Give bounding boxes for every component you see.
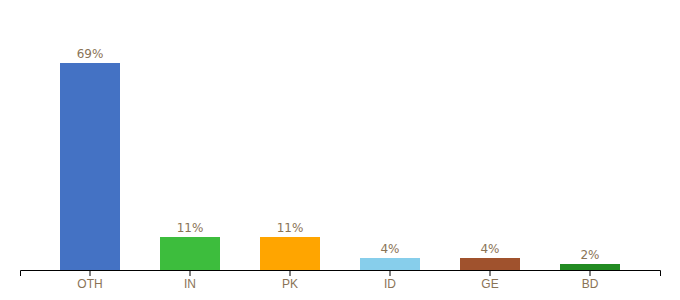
x-tick: BD xyxy=(582,270,599,291)
data-label: 2% xyxy=(580,248,599,262)
x-tick-mark xyxy=(90,270,91,276)
data-labels: 69% 11% 11% 4% 4% 2% xyxy=(77,47,600,262)
x-tick-label: ID xyxy=(384,277,396,291)
bar xyxy=(260,237,320,270)
plot: OTH IN PK ID GE BD 69% 11% 11% 4% 4% 2% xyxy=(21,47,661,291)
x-tick-label: IN xyxy=(184,277,196,291)
bar xyxy=(560,264,620,270)
x-tick-label: BD xyxy=(582,277,599,291)
bar xyxy=(160,237,220,270)
bar xyxy=(360,258,420,270)
x-tick-mark xyxy=(590,270,591,276)
x-tick-label: GE xyxy=(481,277,498,291)
data-label: 11% xyxy=(177,221,204,235)
data-label: 69% xyxy=(77,47,104,61)
x-tick-label: PK xyxy=(282,277,298,291)
chart: OTH IN PK ID GE BD 69% 11% 11% 4% 4% 2% xyxy=(0,0,680,300)
x-tick: OTH xyxy=(77,270,102,291)
x-tick-mark xyxy=(490,270,491,276)
x-tick: PK xyxy=(282,270,298,291)
data-label: 11% xyxy=(277,221,304,235)
bar xyxy=(460,258,520,270)
bar xyxy=(60,63,120,270)
data-label: 4% xyxy=(380,242,399,256)
x-tick: ID xyxy=(384,270,396,291)
x-tick-mark xyxy=(390,270,391,276)
bars xyxy=(60,63,620,270)
x-tick-mark xyxy=(290,270,291,276)
x-tick-label: OTH xyxy=(77,277,102,291)
x-axis: OTH IN PK ID GE BD xyxy=(21,270,661,291)
x-tick-mark xyxy=(190,270,191,276)
data-label: 4% xyxy=(480,242,499,256)
x-axis-line xyxy=(21,271,661,277)
x-tick: IN xyxy=(184,270,196,291)
x-tick: GE xyxy=(481,270,498,291)
